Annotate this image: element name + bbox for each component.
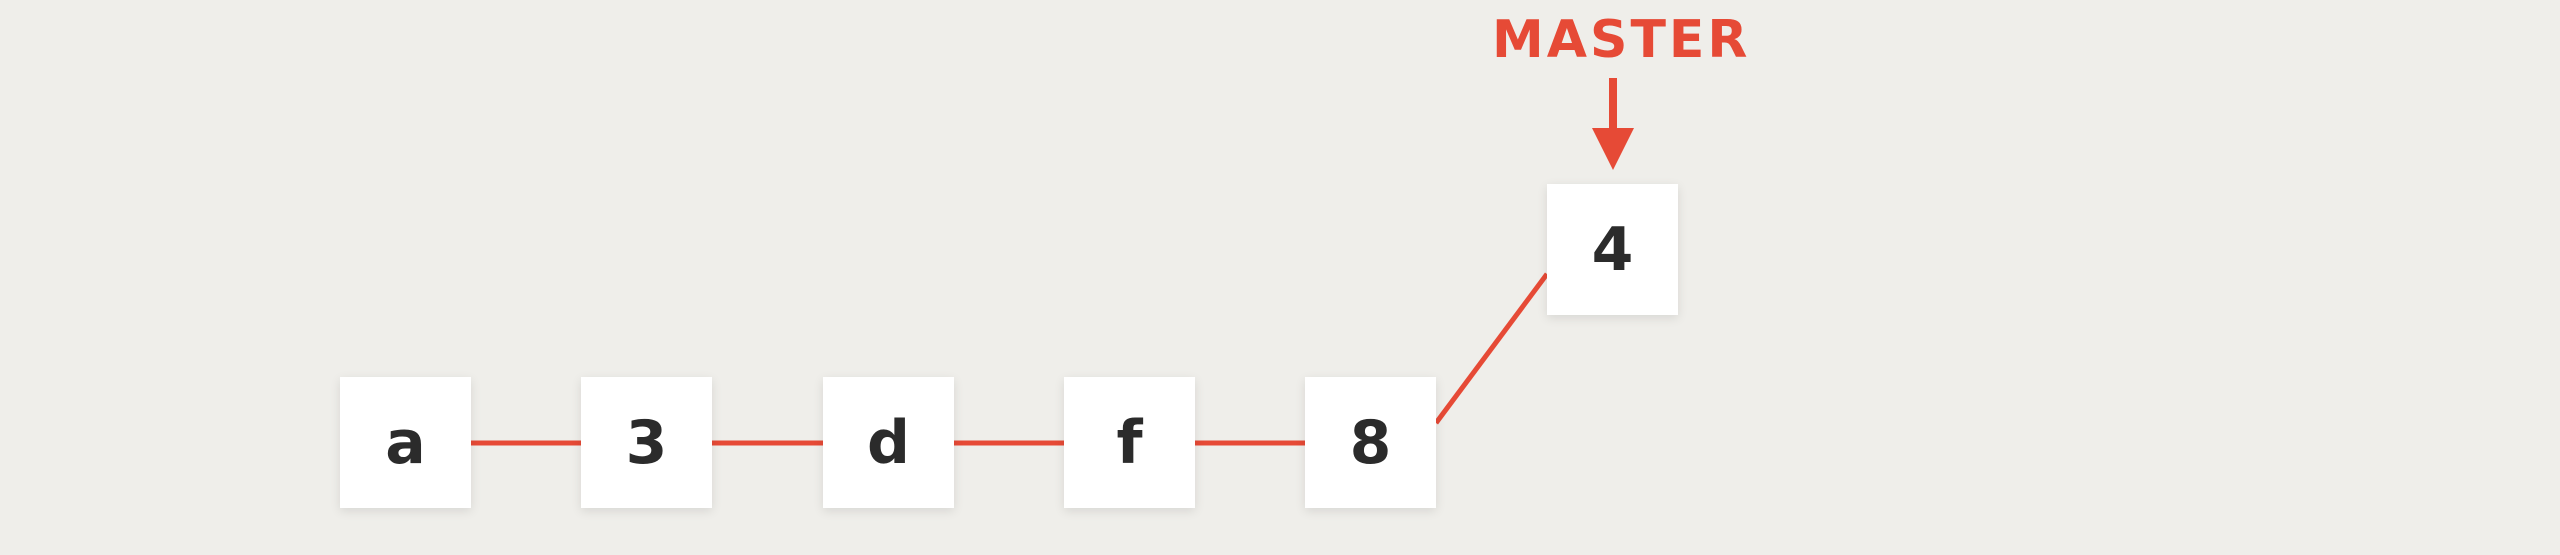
commit-node-3: 3 (581, 377, 712, 508)
commit-label: 3 (625, 407, 668, 478)
commit-node-f: f (1064, 377, 1195, 508)
commit-node-4: 4 (1547, 184, 1678, 315)
commit-label: 4 (1591, 214, 1634, 285)
branch-label-master: MASTER (1492, 10, 1751, 70)
commit-label: 8 (1349, 407, 1392, 478)
commit-node-d: d (823, 377, 954, 508)
commit-node-8: 8 (1305, 377, 1436, 508)
edge-8-4 (1433, 272, 1550, 425)
commit-label: a (385, 407, 426, 478)
commit-label: f (1116, 407, 1143, 478)
commit-node-a: a (340, 377, 471, 508)
down-arrow-icon (1592, 78, 1634, 170)
commit-label: d (867, 407, 910, 478)
